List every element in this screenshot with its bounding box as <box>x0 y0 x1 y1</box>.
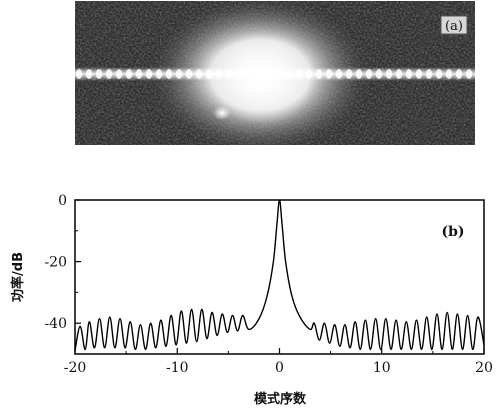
mode-bead <box>345 69 353 79</box>
mode-bead <box>325 69 333 79</box>
y-tick-label: -40 <box>44 316 67 332</box>
spectrum-series-line <box>74 199 485 352</box>
panel-a-label: (a) <box>445 19 463 34</box>
mode-bead <box>415 69 423 79</box>
mode-bead <box>375 69 383 79</box>
mode-bead <box>305 69 313 79</box>
mode-bead <box>205 69 213 79</box>
mode-bead <box>335 69 343 79</box>
horizontal-mode-band <box>75 67 475 81</box>
mode-bead <box>405 69 413 79</box>
mode-bead <box>225 69 233 79</box>
x-tick-label: 0 <box>275 360 284 376</box>
mode-bead <box>135 69 143 79</box>
mode-bead <box>455 69 463 79</box>
mode-bead <box>465 69 473 79</box>
mode-bead <box>95 69 103 79</box>
mode-bead <box>355 69 363 79</box>
mode-bead <box>115 69 123 79</box>
x-tick-label: -20 <box>64 360 87 376</box>
x-axis: -20 -10 0 10 20 <box>64 348 493 376</box>
mode-bead <box>435 69 443 79</box>
mode-bead <box>165 69 173 79</box>
y-tick-label: 0 <box>58 193 67 209</box>
mode-bead <box>425 69 433 79</box>
mode-bead <box>295 69 303 79</box>
mode-bead <box>185 69 193 79</box>
mode-bead <box>255 69 263 79</box>
mode-bead <box>265 69 273 79</box>
mode-bead <box>395 69 403 79</box>
mode-bead <box>285 69 293 79</box>
y-axis: 0 -20 -40 <box>44 193 81 355</box>
mode-bead <box>175 69 183 79</box>
camera-image-panel: (a) <box>75 1 475 145</box>
x-axis-title: 模式序数 <box>254 391 307 407</box>
lower-left-spot <box>213 106 231 120</box>
mode-bead <box>105 69 113 79</box>
x-tick-label: 20 <box>475 360 493 376</box>
mode-bead <box>155 69 163 79</box>
mode-bead <box>385 69 393 79</box>
panel-label-box <box>440 15 468 35</box>
mode-bead <box>245 69 253 79</box>
mode-bead <box>365 69 373 79</box>
x-tick-label: -10 <box>166 360 189 376</box>
mode-bead <box>145 69 153 79</box>
mode-bead <box>85 69 93 79</box>
mode-bead <box>445 69 453 79</box>
plot-frame <box>74 199 485 355</box>
y-tick-label: -20 <box>44 255 67 271</box>
mode-bead <box>275 69 283 79</box>
panel-b-label: (b) <box>441 224 464 240</box>
mode-bead <box>75 69 83 79</box>
y-axis-title: 功率/dB <box>10 252 26 302</box>
mode-bead <box>235 69 243 79</box>
mode-bead <box>315 69 323 79</box>
mode-bead <box>215 69 223 79</box>
spectrum-chart: -20 -10 0 10 20 0 -20 -40 (b) 模式序数 功率/dB <box>10 193 493 407</box>
mode-beads <box>75 69 473 79</box>
mode-bead <box>125 69 133 79</box>
x-tick-label: 10 <box>373 360 391 376</box>
mode-bead <box>195 69 203 79</box>
